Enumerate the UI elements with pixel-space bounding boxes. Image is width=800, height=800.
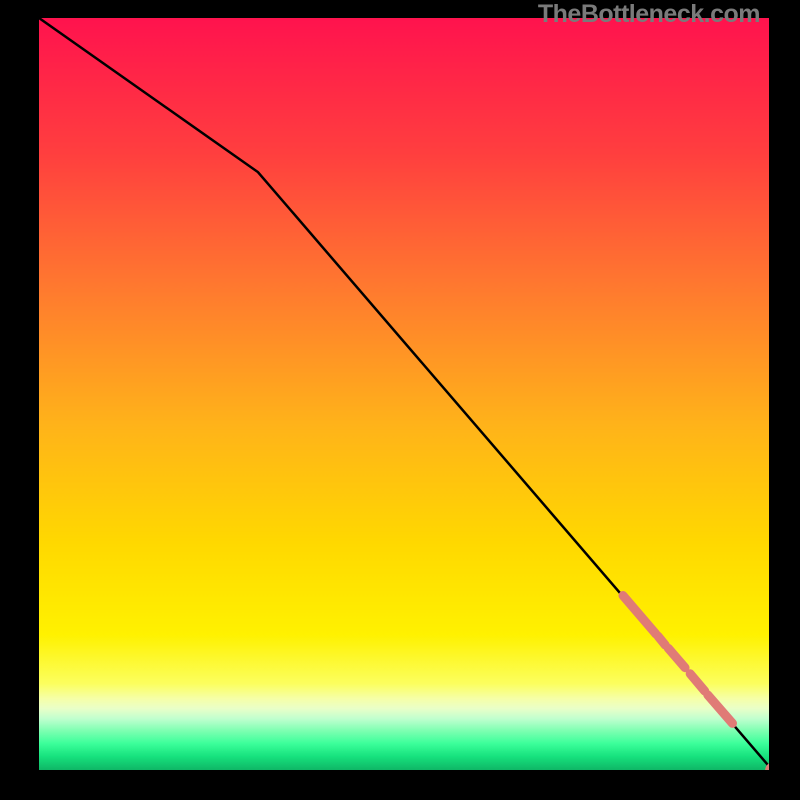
watermark-label: TheBottleneck.com <box>538 0 760 29</box>
chart-root: TheBottleneck.com <box>0 0 800 800</box>
plot-outer-border <box>35 14 765 766</box>
gradient-background <box>39 18 769 770</box>
plot-area <box>39 18 769 770</box>
